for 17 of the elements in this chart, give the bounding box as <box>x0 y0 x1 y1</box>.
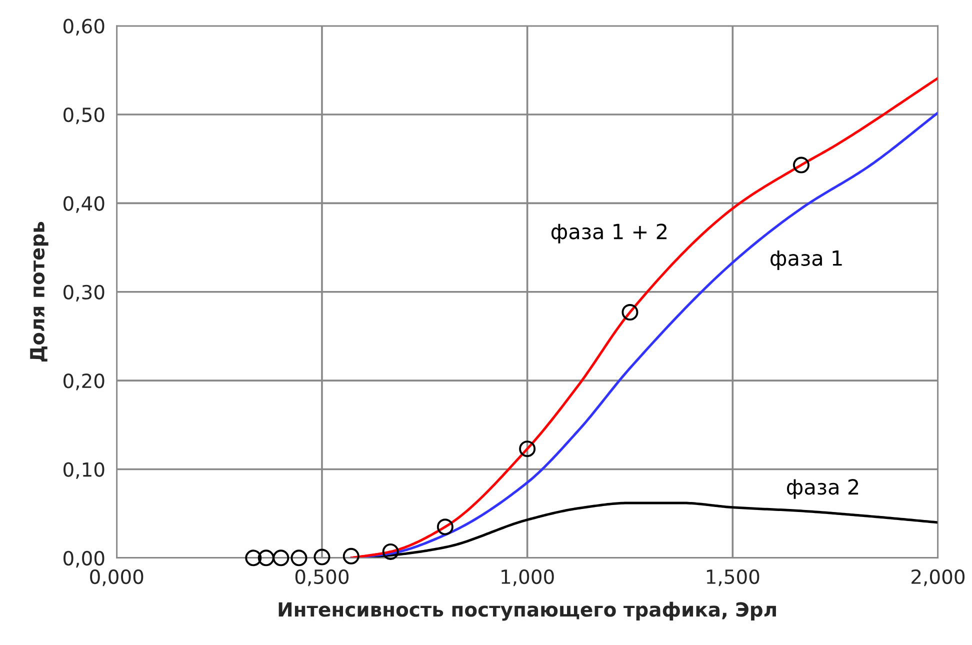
x-tick-label: 0,500 <box>295 569 349 586</box>
series-label: фаза 1 + 2 <box>551 224 666 244</box>
x-axis-title: Интенсивность поступающего трафика, Эрл <box>278 602 776 621</box>
y-tick-label: 0,40 <box>64 196 104 213</box>
x-tick-label: 2,000 <box>912 569 965 586</box>
series-label: фаза 1 <box>770 250 842 270</box>
x-tick-label: 1,500 <box>706 569 760 586</box>
y-axis-title: Доля потерь <box>30 222 48 362</box>
y-tick-label: 0,60 <box>64 18 104 36</box>
y-tick-label: 0,20 <box>64 374 104 390</box>
series-label: фаза 2 <box>786 479 858 499</box>
y-tick-label: 0,30 <box>64 284 104 302</box>
y-tick-label: 0,50 <box>64 107 104 124</box>
x-tick-label: 0,000 <box>90 569 144 586</box>
y-tick-label: 0,10 <box>64 462 104 479</box>
x-tick-label: 1,000 <box>502 569 554 586</box>
y-tick-label: 0,00 <box>64 550 104 568</box>
